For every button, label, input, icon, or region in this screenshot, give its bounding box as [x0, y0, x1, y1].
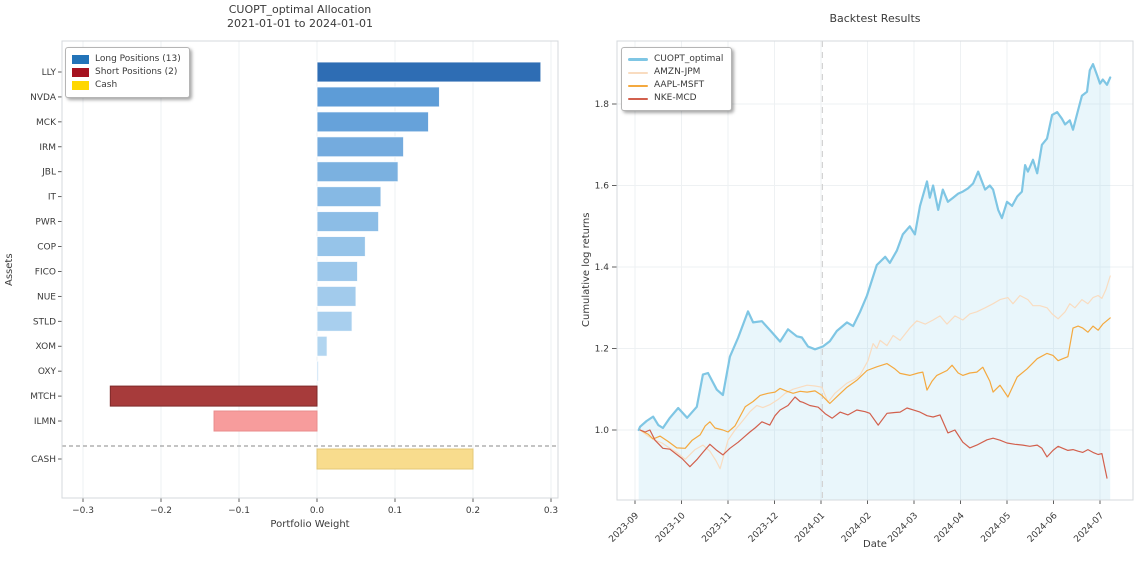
tick-label: CASH: [31, 455, 56, 465]
aapl-msft-line-swatch: [628, 84, 648, 87]
nke-mcd-line-swatch: [628, 97, 648, 100]
tick-label: 0.0: [310, 506, 325, 516]
long-positions-swatch: [72, 55, 89, 64]
amzn-jpm-line-swatch: [628, 71, 648, 74]
legend-label: NKE-MCD: [654, 93, 697, 103]
legend-item-long: Long Positions (13): [72, 53, 181, 66]
tick-label: IT: [48, 193, 57, 203]
legend-item-short: Short Positions (2): [72, 66, 181, 79]
cuopt-area-fill: [638, 64, 1111, 500]
bar-FICO: [316, 260, 359, 282]
tick-label: 0.1: [388, 506, 402, 516]
tick-label: −0.1: [228, 506, 250, 516]
tick-label: MCK: [36, 118, 57, 128]
legend-item-cash: Cash: [72, 79, 181, 92]
tick-label: 0.2: [466, 506, 480, 516]
tick-label: IRM: [39, 143, 56, 153]
cash-swatch: [72, 81, 89, 90]
bar-ILMN: [213, 410, 318, 432]
bar-PWR: [316, 211, 380, 233]
tick-label: ILMN: [34, 417, 56, 427]
bar-COP: [316, 236, 366, 258]
allocation-x-axis-label: Portfolio Weight: [270, 519, 350, 530]
cuopt-line-swatch: [628, 58, 648, 61]
legend-item-amzn-jpm: AMZN-JPM: [628, 66, 723, 79]
legend-item-cuopt: CUOPT_optimal: [628, 53, 723, 66]
series-line-NKE-MCD: [639, 396, 1108, 479]
tick-label: OXY: [38, 367, 57, 377]
legend-label: Cash: [95, 80, 118, 90]
tick-label: XOM: [36, 342, 56, 352]
bar-XOM: [316, 335, 328, 357]
legend-label: Short Positions (2): [95, 67, 178, 77]
tick-label: MTCH: [30, 392, 56, 402]
legend-item-nke-mcd: NKE-MCD: [628, 92, 723, 105]
series-line-AAPL-MSFT: [639, 317, 1111, 449]
allocation-title-line2: 2021-01-01 to 2024-01-01: [227, 17, 373, 30]
allocation-legend: Long Positions (13) Short Positions (2) …: [65, 47, 190, 98]
tick-label: 1.0: [595, 426, 610, 436]
tick-label: NVDA: [30, 93, 57, 103]
allocation-chart-title: CUOPT_optimal Allocation 2021-01-01 to 2…: [0, 3, 600, 31]
bar-NVDA: [316, 86, 440, 108]
allocation-y-axis-label: Assets: [4, 253, 15, 287]
bar-LLY: [316, 61, 542, 83]
plot-frame: [616, 40, 1134, 501]
legend-item-aapl-msft: AAPL-MSFT: [628, 79, 723, 92]
tick-label: JBL: [41, 168, 56, 178]
bar-IRM: [316, 136, 405, 158]
allocation-plot: LLY NVDA MCK IRM JBL IT PWR COP FICO NUE STLD XOM OX…: [30, 40, 559, 516]
tick-label: 0.3: [544, 506, 558, 516]
bar-IT: [316, 186, 382, 208]
bar-NUE: [316, 285, 357, 307]
backtest-x-axis-label: Date: [863, 539, 887, 550]
allocation-title-line1: CUOPT_optimal Allocation: [228, 3, 372, 16]
bar-CASH: [316, 448, 474, 470]
series-line-CUOPT_optimal: [637, 62, 1112, 432]
tick-label: FICO: [35, 267, 56, 277]
tick-label: 1.8: [595, 100, 610, 110]
plot-frame: [61, 40, 559, 499]
tick-label: 1.6: [595, 182, 610, 192]
legend-label: CUOPT_optimal: [654, 54, 724, 64]
backtest-y-axis-label: Cumulative log returns: [581, 212, 592, 328]
legend-label: AMZN-JPM: [654, 67, 701, 77]
tick-label: −0.2: [150, 506, 172, 516]
legend-label: AAPL-MSFT: [654, 80, 705, 90]
bar-MTCH: [109, 385, 318, 407]
tick-label: 1.4: [595, 263, 610, 273]
tick-label: −0.3: [72, 506, 94, 516]
bar-JBL: [316, 161, 399, 183]
bar-MCK: [316, 111, 430, 133]
backtest-legend: CUOPT_optimal AMZN-JPM AAPL-MSFT NKE-MCD: [621, 47, 733, 111]
bar-STLD: [316, 310, 353, 332]
tick-label: LLY: [42, 68, 57, 78]
tick-label: COP: [37, 243, 56, 253]
tick-label: 1.2: [595, 345, 609, 355]
short-positions-swatch: [72, 68, 89, 77]
tick-label: PWR: [35, 218, 56, 228]
tick-label: NUE: [37, 292, 56, 302]
backtest-chart-title: Backtest Results: [829, 12, 921, 25]
legend-label: Long Positions (13): [95, 54, 181, 64]
bar-OXY: [316, 360, 320, 382]
tick-label: STLD: [33, 317, 56, 327]
